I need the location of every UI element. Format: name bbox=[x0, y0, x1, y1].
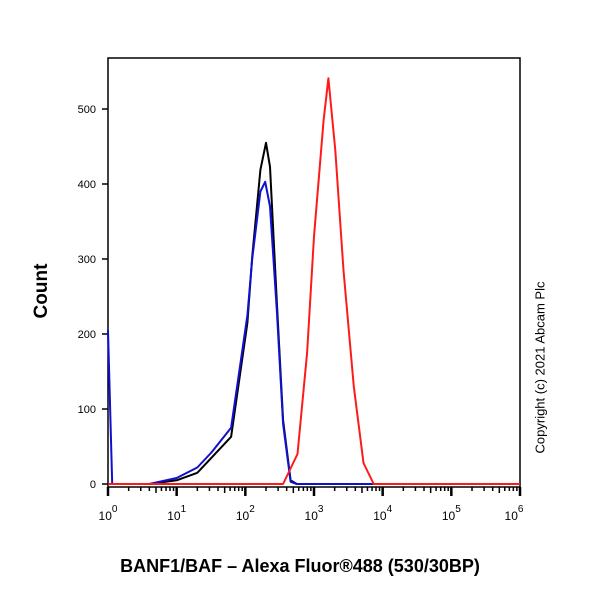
series-line-1 bbox=[107, 180, 520, 485]
x-tick-label: 102 bbox=[236, 504, 255, 523]
plot-frame bbox=[107, 57, 521, 488]
y-tick-label: 300 bbox=[78, 254, 96, 266]
series-line-0 bbox=[108, 141, 520, 485]
x-tick-label: 101 bbox=[167, 504, 186, 523]
y-tick-label: 200 bbox=[78, 329, 96, 341]
y-axis-label: Count bbox=[31, 263, 52, 319]
x-tick-label: 100 bbox=[99, 504, 118, 523]
y-tick-label: 400 bbox=[78, 179, 96, 191]
y-tick-label: 500 bbox=[78, 104, 96, 116]
x-tick-label: 106 bbox=[505, 504, 524, 523]
x-tick-label: 103 bbox=[305, 504, 324, 523]
y-tick-label: 0 bbox=[90, 479, 96, 491]
x-tick-label: 104 bbox=[373, 504, 392, 523]
x-axis-label: BANF1/BAF – Alexa Fluor®488 (530/30BP) bbox=[120, 556, 480, 576]
y-tick-label: 100 bbox=[78, 404, 96, 416]
x-tick-label: 105 bbox=[442, 504, 461, 523]
series-line-2 bbox=[108, 77, 520, 485]
copyright-text: Copyright (c) 2021 Abcam Plc bbox=[532, 281, 548, 454]
